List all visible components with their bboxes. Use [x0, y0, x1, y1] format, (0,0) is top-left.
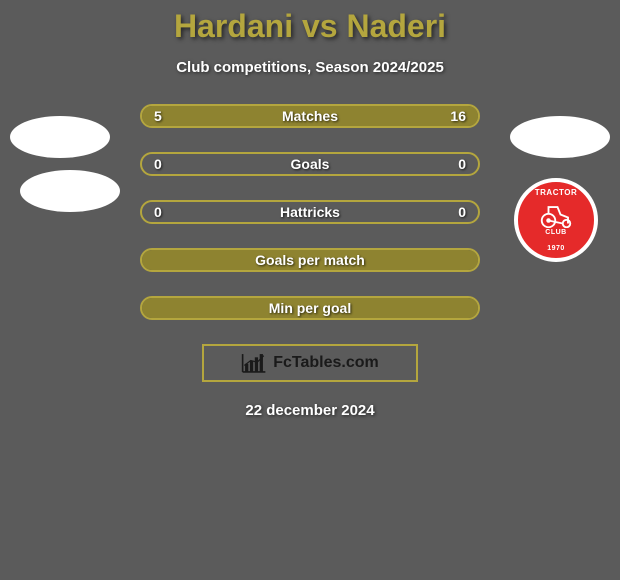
club-badge-mid-text: CLUB [545, 229, 566, 236]
footer-date: 22 december 2024 [0, 402, 620, 419]
player-left-badge-2 [20, 170, 120, 212]
header: Hardani vs Naderi Club competitions, Sea… [0, 0, 620, 76]
stat-bar: Min per goal [140, 296, 480, 320]
stat-label: Min per goal [142, 300, 478, 316]
club-badge-tractor: TRACTOR CLUB 1970 [514, 178, 598, 262]
player-right-badge-1 [510, 116, 610, 158]
club-badge-bottom-text: 1970 [547, 245, 565, 252]
stat-bar: 00Goals [140, 152, 480, 176]
brand-logo-box: FcTables.com [202, 344, 418, 382]
stat-label: Hattricks [142, 204, 478, 220]
stat-bar: Goals per match [140, 248, 480, 272]
stat-bar: 516Matches [140, 104, 480, 128]
page-title: Hardani vs Naderi [0, 8, 620, 45]
page-subtitle: Club competitions, Season 2024/2025 [0, 59, 620, 76]
stat-label: Goals per match [142, 252, 478, 268]
tractor-icon [538, 204, 574, 228]
brand-text: FcTables.com [273, 354, 379, 372]
bar-chart-icon [241, 352, 267, 374]
player-left-badge-1 [10, 116, 110, 158]
stat-label: Goals [142, 156, 478, 172]
stat-bar: 00Hattricks [140, 200, 480, 224]
stat-label: Matches [142, 108, 478, 124]
club-badge-top-text: TRACTOR [535, 188, 577, 197]
